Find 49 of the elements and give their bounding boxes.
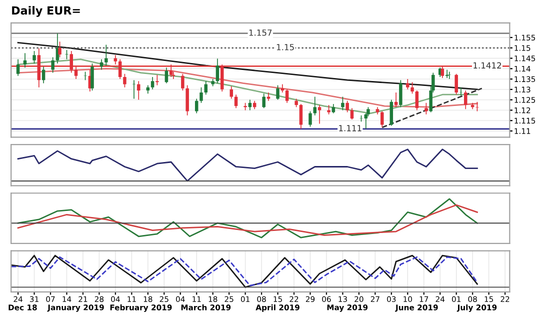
candlestick	[204, 80, 208, 96]
candlestick	[42, 66, 46, 84]
candlestick	[415, 90, 419, 111]
candlestick	[410, 82, 414, 94]
candlestick	[313, 96, 316, 116]
candlestick	[299, 104, 303, 130]
candlestick	[454, 73, 458, 96]
candlestick	[156, 74, 159, 86]
candlestick	[32, 50, 36, 64]
candlestick	[262, 93, 266, 109]
candlestick	[216, 58, 220, 84]
candlestick	[346, 100, 349, 113]
candlestick	[16, 58, 20, 76]
candlestick	[350, 108, 354, 120]
candlestick	[276, 84, 280, 100]
candlestick	[327, 104, 330, 115]
candlestick	[104, 44, 108, 66]
candlestick	[459, 86, 463, 96]
candlestick	[380, 110, 384, 128]
ref-line-label: 1.15	[276, 44, 294, 50]
candlestick	[137, 80, 140, 100]
candlestick	[58, 41, 62, 58]
candlestick	[308, 110, 312, 128]
candlestick	[164, 67, 168, 84]
ref-line-label: 1.111	[339, 125, 362, 132]
candlestick	[445, 69, 449, 78]
candlestick	[332, 104, 336, 114]
candlestick	[448, 71, 452, 80]
candlestick	[186, 84, 189, 116]
chart-title: Daily EUR=	[12, 6, 80, 17]
candlestick	[424, 102, 428, 115]
candlestick	[390, 99, 394, 126]
candlestick	[150, 76, 154, 90]
ref-line-label: 1.1412	[474, 62, 501, 68]
candlestick	[406, 78, 410, 90]
candlestick	[123, 73, 126, 88]
candlestick	[285, 89, 289, 104]
candlestick	[51, 56, 54, 74]
candlestick	[234, 94, 238, 109]
candlestick	[394, 92, 398, 108]
candlestick	[200, 86, 203, 104]
candlestick	[399, 80, 402, 108]
ref-line-label: 1.157	[249, 30, 272, 36]
candlestick	[65, 50, 68, 60]
candlestick	[341, 96, 344, 111]
candlestick	[464, 90, 468, 110]
candlestick	[181, 73, 184, 91]
candlestick	[476, 101, 479, 112]
candlestick	[318, 104, 322, 124]
